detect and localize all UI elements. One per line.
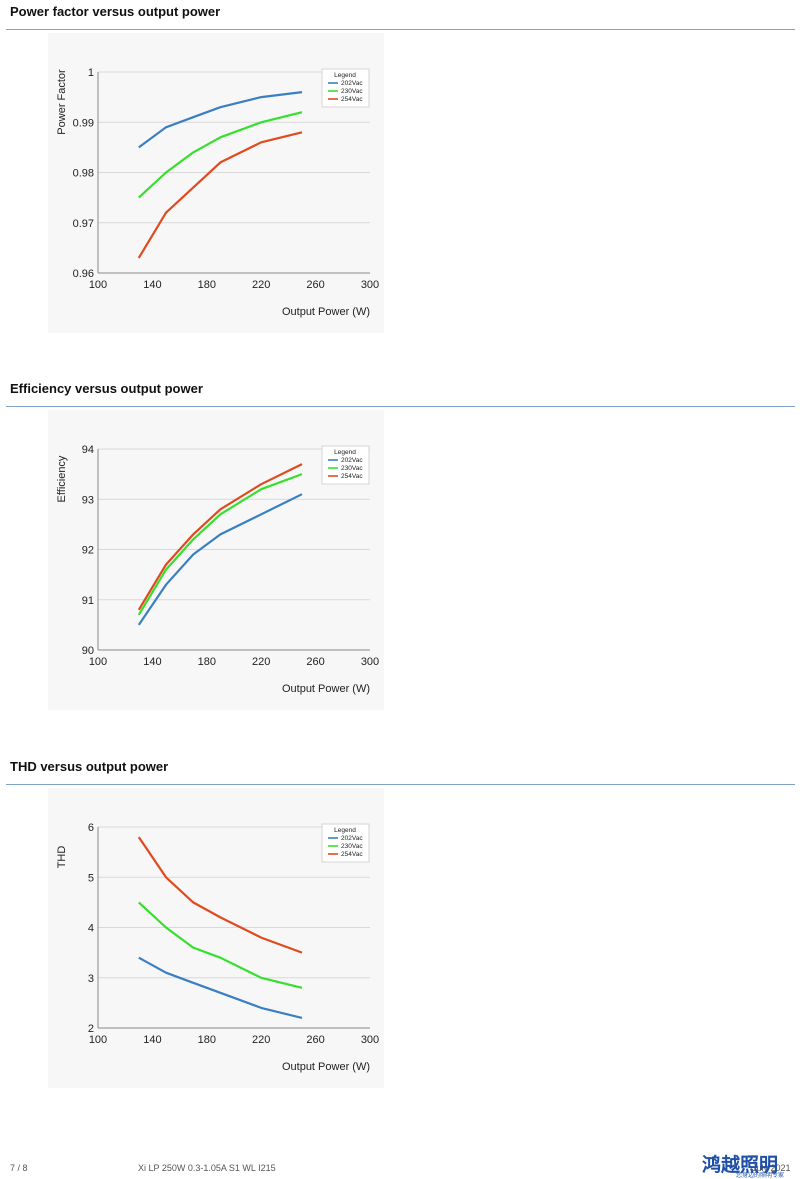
y-tick-label: 91 — [82, 595, 94, 607]
legend-title: Legend — [334, 72, 356, 79]
series-line — [137, 493, 303, 626]
y-axis-label: THD — [56, 846, 68, 869]
x-tick-label: 220 — [252, 656, 270, 668]
section-thd: THD versus output power 2 3 4 5 6 100 140 180 22… — [0, 755, 800, 1115]
x-tick-label: 180 — [198, 279, 216, 291]
chart-panel: 2 3 4 5 6 100 140 180 220 260 300 Output Power (W) T… — [48, 788, 384, 1088]
y-tick-label: 4 — [88, 923, 94, 935]
x-tick-label: 260 — [306, 279, 324, 291]
section-title: Efficiency versus output power — [10, 381, 203, 396]
x-tick-label: 220 — [252, 279, 270, 291]
legend-box — [321, 823, 370, 863]
legend-label: 254Vac — [341, 473, 363, 480]
x-tick-label: 220 — [252, 1034, 270, 1046]
y-tick-label: 94 — [82, 444, 94, 456]
x-axis-label: Output Power (W) — [282, 1061, 370, 1073]
brand-logo: 鸿越照明 — [702, 1154, 779, 1176]
page-footer: 7 / 8 Xi LP 250W 0.3-1.05A S1 WL I215 Ju… — [0, 1150, 800, 1179]
legend-label: 202Vac — [341, 457, 363, 464]
chart-panel: 90 91 92 93 94 100 140 180 220 260 300 Output Power… — [48, 410, 384, 710]
efficiency-chart: 90 91 92 93 94 100 140 180 220 260 300 Output Power… — [56, 444, 379, 695]
legend-title: Legend — [334, 827, 356, 834]
power-factor-chart: 0.96 0.97 0.98 0.99 1 100 140 180 220 260 300 Outpu… — [56, 67, 379, 318]
section-title: THD versus output power — [10, 759, 169, 774]
x-tick-label: 100 — [89, 1034, 107, 1046]
y-tick-label: 0.99 — [73, 117, 94, 129]
x-tick-label: 300 — [361, 656, 379, 668]
thd-chart: 2 3 4 5 6 100 140 180 220 260 300 Output Power (W) T… — [56, 822, 379, 1073]
series-line — [138, 956, 303, 1019]
x-tick-label: 300 — [361, 1034, 379, 1046]
x-tick-label: 180 — [198, 1034, 216, 1046]
legend-box — [321, 68, 370, 108]
x-axis-label: Output Power (W) — [282, 683, 370, 695]
x-tick-label: 140 — [143, 1034, 161, 1046]
y-axis-label: Power Factor — [56, 69, 68, 135]
y-tick-label: 0.96 — [73, 268, 94, 280]
x-tick-label: 260 — [306, 1034, 324, 1046]
series-line — [137, 131, 303, 259]
chart-panel: 0.96 0.97 0.98 0.99 1 100 140 180 220 260 300 Outpu… — [48, 33, 384, 333]
y-tick-label: 0.97 — [73, 218, 94, 230]
series-line — [138, 111, 303, 199]
x-tick-label: 140 — [143, 656, 161, 668]
legend-label: 230Vac — [341, 465, 363, 472]
section-efficiency: Efficiency versus output power 90 91 92 93 9… — [0, 377, 800, 737]
x-tick-label: 140 — [143, 279, 161, 291]
y-tick-label: 90 — [82, 645, 94, 657]
legend-label: 202Vac — [341, 80, 363, 87]
series-line — [138, 91, 303, 149]
x-tick-label: 100 — [89, 656, 107, 668]
series-line — [138, 901, 303, 989]
y-tick-label: 3 — [88, 973, 94, 985]
y-tick-label: 2 — [88, 1023, 94, 1035]
series-line — [137, 463, 303, 611]
y-tick-label: 5 — [88, 872, 94, 884]
brand-slogan: 您身边的照明专家 — [736, 1172, 785, 1179]
section-title: Power factor versus output power — [10, 4, 221, 19]
legend-box — [321, 445, 370, 485]
legend-title: Legend — [334, 449, 356, 456]
x-axis-label: Output Power (W) — [282, 306, 370, 318]
y-tick-label: 92 — [82, 545, 94, 557]
y-tick-label: 0.98 — [73, 168, 94, 180]
x-tick-label: 260 — [306, 656, 324, 668]
section-divider — [6, 784, 795, 785]
document-name: Xi LP 250W 0.3-1.05A S1 WL I215 — [138, 1163, 276, 1173]
legend-label: 202Vac — [341, 835, 363, 842]
legend-label: 230Vac — [341, 843, 363, 850]
series-line — [137, 473, 303, 616]
y-axis-label: Efficiency — [56, 455, 68, 502]
legend-label: 254Vac — [341, 851, 363, 858]
legend-label: 254Vac — [341, 96, 363, 103]
y-tick-label: 1 — [88, 67, 94, 79]
legend-label: 230Vac — [341, 88, 363, 95]
section-power-factor: Power factor versus output power 0.96 0.9… — [0, 0, 800, 360]
series-line — [137, 836, 303, 954]
document-date: July 2021 — [752, 1163, 791, 1173]
y-tick-label: 93 — [82, 494, 94, 506]
section-divider — [6, 406, 795, 407]
section-divider — [6, 29, 795, 30]
x-tick-label: 100 — [89, 279, 107, 291]
page-number: 7 / 8 — [10, 1163, 28, 1173]
x-tick-label: 180 — [198, 656, 216, 668]
x-tick-label: 300 — [361, 279, 379, 291]
y-tick-label: 6 — [88, 822, 94, 834]
